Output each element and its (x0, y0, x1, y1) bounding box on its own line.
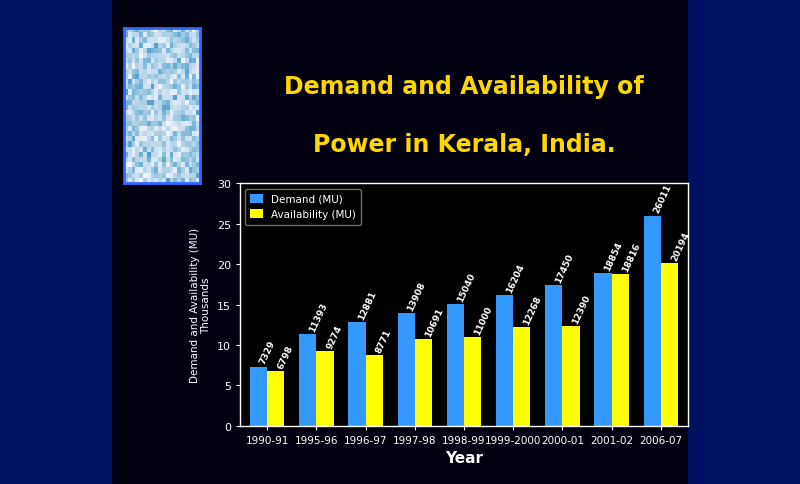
Bar (546, 285, 562, 426)
Bar (316, 351, 334, 426)
X-axis label: Year: Year (445, 451, 483, 466)
Bar (496, 295, 514, 426)
Text: 10691: 10691 (423, 306, 445, 338)
Text: 12390: 12390 (571, 293, 593, 325)
Text: 16204: 16204 (505, 262, 526, 294)
Text: 15040: 15040 (455, 272, 477, 303)
Text: 8771: 8771 (374, 327, 393, 354)
Bar (348, 322, 366, 426)
Text: 20194: 20194 (670, 229, 691, 262)
Bar (644, 216, 661, 426)
Text: 7329: 7329 (258, 339, 278, 365)
Text: 18816: 18816 (620, 241, 642, 273)
Bar (366, 355, 382, 426)
Bar (661, 263, 678, 426)
Text: Demand and Availability of: Demand and Availability of (284, 75, 644, 99)
Text: 11000: 11000 (473, 304, 494, 336)
Bar (514, 327, 530, 426)
Text: Power in Kerala, India.: Power in Kerala, India. (313, 133, 615, 157)
Bar (398, 314, 414, 426)
Text: 9274: 9274 (325, 323, 344, 350)
Bar (562, 326, 580, 426)
Bar (612, 274, 629, 426)
Bar (267, 371, 284, 426)
Bar (594, 274, 612, 426)
Text: 26011: 26011 (652, 183, 674, 215)
Text: 12881: 12881 (357, 289, 378, 321)
Text: 11393: 11393 (308, 301, 329, 333)
Legend: Demand (MU), Availability (MU): Demand (MU), Availability (MU) (246, 189, 362, 225)
Text: 6798: 6798 (276, 343, 294, 370)
Text: 13908: 13908 (406, 280, 427, 313)
Bar (446, 304, 464, 426)
Bar (464, 337, 482, 426)
Y-axis label: Demand and Availability (MU)
Thousands: Demand and Availability (MU) Thousands (190, 227, 211, 382)
Bar (299, 334, 316, 426)
Text: 17450: 17450 (554, 252, 575, 284)
Bar (250, 367, 267, 426)
Text: 12268: 12268 (522, 294, 543, 326)
Bar (414, 340, 432, 426)
Text: 18854: 18854 (603, 241, 625, 272)
